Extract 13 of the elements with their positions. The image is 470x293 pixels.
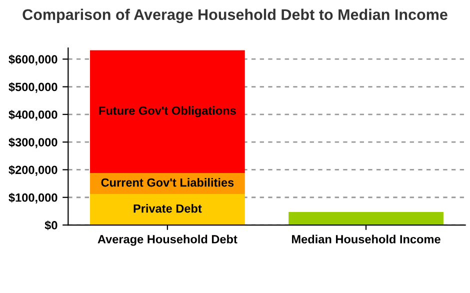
- y-tick-label: $400,000: [8, 110, 58, 121]
- x-tick-label: Median Household Income: [292, 234, 440, 244]
- x-tick-label: Average Household Debt: [98, 234, 238, 246]
- y-tick-label: $300,000: [8, 138, 58, 148]
- series-label: Future Gov't Obligations: [99, 106, 236, 118]
- y-tick-label: $100,000: [8, 192, 58, 204]
- y-tick-label: $200,000: [8, 165, 58, 176]
- y-tick-label: $0: [44, 220, 58, 230]
- chart-title: Comparison of Average Household Debt to Median Income: [22, 8, 448, 24]
- series-label: Private Debt: [134, 204, 202, 213]
- y-tick-label: $600,000: [8, 54, 58, 66]
- y-tick-label: $500,000: [8, 82, 58, 93]
- series-label: Current Gov't Liabilities: [101, 178, 234, 187]
